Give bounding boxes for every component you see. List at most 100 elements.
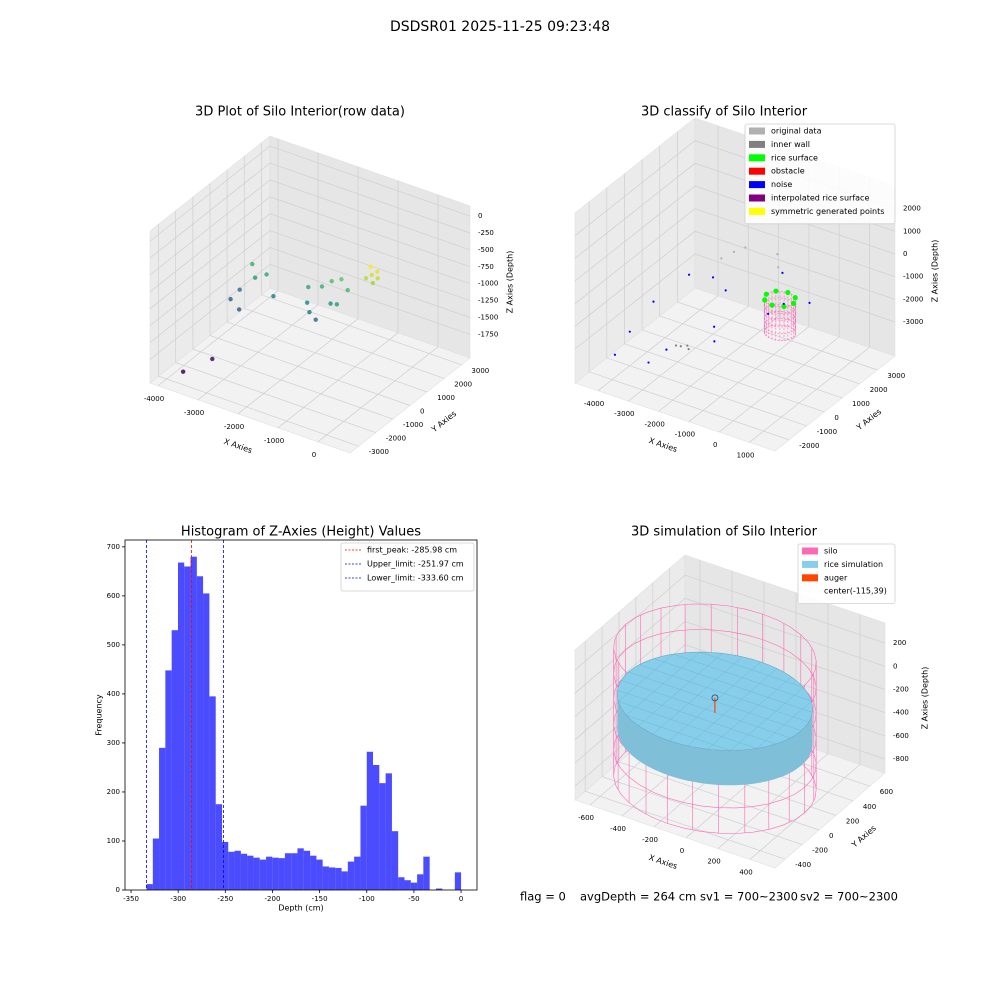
point [674, 344, 678, 347]
point [252, 275, 258, 280]
y-tick-label: -2000 [799, 442, 819, 450]
y-grid-line [584, 641, 786, 860]
point [236, 307, 242, 312]
z-tick-label: -1750 [478, 330, 498, 338]
bar [385, 773, 392, 890]
y-tick-label: 0 [829, 832, 833, 840]
legend-patch [749, 194, 765, 202]
legend-label: silo [824, 547, 838, 556]
legend-label: original data [771, 127, 822, 136]
bar [209, 696, 216, 890]
bar [171, 630, 178, 890]
z-tick-label: -200 [893, 685, 909, 693]
z-tick-label: -750 [478, 263, 494, 271]
y-grid-line [601, 626, 803, 845]
bar [284, 853, 292, 890]
y-tick-label: 300 [107, 739, 120, 747]
x-tick-label: -3000 [184, 409, 204, 417]
legend-patch [802, 574, 818, 582]
z-tick-label: -600 [893, 732, 909, 740]
z-tick-label: -1250 [478, 297, 498, 305]
bar [417, 874, 424, 890]
point [777, 266, 780, 269]
point [762, 297, 768, 303]
x-tick-label: -50 [408, 895, 419, 903]
legend-label: first_peak: -285.98 cm [367, 546, 457, 555]
x-tick-label: -350 [123, 895, 139, 903]
point [744, 246, 747, 249]
y-grid-line [641, 159, 843, 399]
bar [190, 556, 197, 890]
point [250, 261, 255, 267]
point [776, 253, 779, 256]
chart-title: 3D classify of Silo Interior [641, 105, 808, 120]
z-axis-label: Z Axies (Depth) [931, 240, 940, 303]
point [375, 276, 380, 281]
x-tick-label: -2000 [644, 420, 664, 428]
bar [335, 867, 342, 890]
legend-patch [802, 547, 818, 555]
point [237, 287, 242, 292]
y-tick-label: 0 [116, 886, 120, 894]
y-grid-line [243, 156, 445, 379]
y-tick-label: -1000 [817, 428, 837, 436]
x-grid-line [277, 180, 399, 429]
chart-title: Histogram of Z-Axies (Height) Values [181, 525, 421, 540]
bar [360, 805, 367, 890]
point [781, 303, 787, 310]
bar [372, 765, 380, 890]
point [781, 271, 784, 274]
x-tick-label: -2000 [224, 423, 244, 431]
point [329, 278, 334, 284]
bar [347, 861, 355, 890]
y-tick-label: 2000 [870, 386, 888, 394]
point [375, 269, 380, 274]
y-grid-line [158, 224, 359, 447]
legend-label: symmetric generated points [771, 207, 884, 216]
x-tick-label: 400 [739, 869, 752, 877]
bar [203, 593, 210, 890]
point [304, 300, 310, 305]
point [313, 317, 318, 322]
z-grid-line [574, 253, 896, 350]
x-grid-line [197, 152, 319, 401]
z-grid-line [149, 145, 471, 242]
point [628, 330, 631, 333]
bar [184, 566, 191, 890]
point [687, 348, 690, 351]
z-grid-line [149, 264, 471, 360]
z-tick-label: -1500 [478, 313, 498, 321]
x-tick-label: 0 [713, 441, 717, 449]
bar [341, 871, 348, 890]
point [724, 289, 727, 292]
y-tick-label: 1000 [852, 400, 870, 408]
legend-label: rice surface [771, 153, 818, 162]
x-tick-label: 0 [459, 895, 463, 903]
bar [159, 747, 166, 890]
figure-title: DSDSR01 2025-11-25 09:23:48 [390, 19, 610, 35]
point [368, 264, 373, 269]
z-tick-label: 0 [903, 250, 907, 258]
point [334, 302, 340, 307]
z-tick-label: -400 [893, 709, 909, 717]
z-grid-line [149, 247, 471, 343]
point [210, 356, 215, 362]
rice-mesh [707, 676, 792, 750]
legend-label: center(-115,39) [824, 587, 887, 596]
bar [303, 850, 311, 890]
point [180, 369, 186, 374]
footer-text: sv1 = 700~2300 [700, 890, 798, 904]
bar [354, 856, 361, 890]
y-tick-label: -2000 [386, 435, 406, 443]
y-tick-label: 1000 [437, 394, 455, 402]
legend-patch [749, 181, 765, 189]
bar [410, 882, 418, 890]
point [370, 280, 376, 286]
bar [253, 857, 260, 890]
point [791, 300, 797, 307]
x-tick-label: -1000 [675, 431, 695, 439]
x-tick-label: -100 [359, 895, 375, 903]
bar [391, 831, 399, 890]
x-tick-label: -1000 [264, 437, 284, 445]
z-tick-label: 0 [478, 212, 482, 220]
